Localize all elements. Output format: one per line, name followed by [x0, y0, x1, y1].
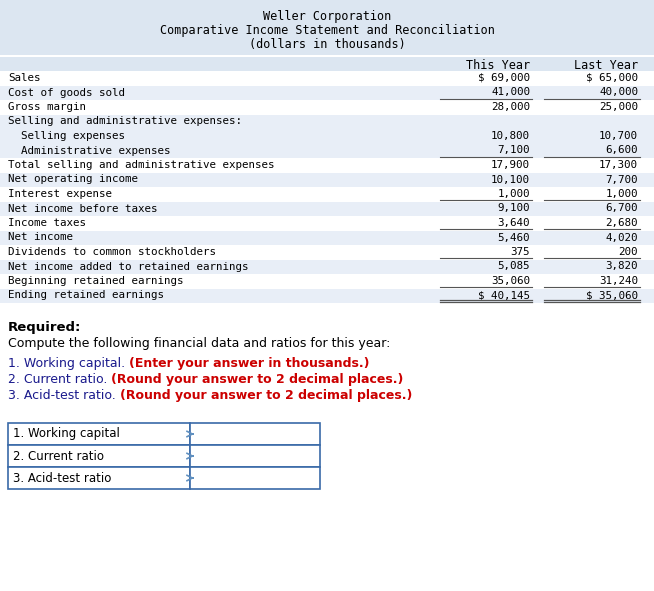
- Bar: [8, 445, 190, 467]
- Text: 5,085: 5,085: [498, 261, 530, 271]
- Bar: [0, 230, 654, 245]
- Text: Net income: Net income: [8, 232, 73, 242]
- Text: $ 35,060: $ 35,060: [586, 291, 638, 300]
- Bar: [8, 467, 190, 489]
- Text: 5,460: 5,460: [498, 232, 530, 242]
- Bar: [0, 173, 654, 187]
- Text: $ 40,145: $ 40,145: [478, 291, 530, 300]
- Text: 1,000: 1,000: [606, 189, 638, 199]
- Text: Weller Corporation: Weller Corporation: [263, 10, 391, 23]
- Bar: [190, 467, 320, 489]
- Bar: [0, 158, 654, 173]
- Text: (dollars in thousands): (dollars in thousands): [249, 38, 405, 51]
- Bar: [0, 259, 654, 274]
- Text: 2. Current ratio.: 2. Current ratio.: [8, 373, 111, 386]
- Text: 1,000: 1,000: [498, 189, 530, 199]
- Text: 1. Working capital.: 1. Working capital.: [8, 357, 129, 370]
- Text: Required:: Required:: [8, 321, 81, 334]
- Bar: [0, 245, 654, 259]
- Text: Beginning retained earnings: Beginning retained earnings: [8, 276, 184, 286]
- Bar: [190, 445, 320, 467]
- Text: Compute the following financial data and ratios for this year:: Compute the following financial data and…: [8, 337, 390, 350]
- Text: 9,100: 9,100: [498, 203, 530, 213]
- Text: 7,700: 7,700: [606, 174, 638, 184]
- Text: 17,300: 17,300: [599, 160, 638, 170]
- Text: 3. Acid-test ratio.: 3. Acid-test ratio.: [8, 389, 120, 402]
- Text: Dividends to common stockholders: Dividends to common stockholders: [8, 247, 216, 257]
- Text: 40,000: 40,000: [599, 87, 638, 98]
- Text: 10,100: 10,100: [491, 174, 530, 184]
- Text: 3,640: 3,640: [498, 218, 530, 228]
- Bar: [0, 144, 654, 158]
- Text: Net operating income: Net operating income: [8, 174, 138, 184]
- Bar: [190, 423, 320, 445]
- Text: 3. Acid-test ratio: 3. Acid-test ratio: [13, 472, 111, 485]
- Text: 28,000: 28,000: [491, 102, 530, 112]
- Text: 6,600: 6,600: [606, 145, 638, 155]
- Text: 25,000: 25,000: [599, 102, 638, 112]
- Text: 200: 200: [619, 247, 638, 257]
- Text: (Enter your answer in thousands.): (Enter your answer in thousands.): [129, 357, 370, 370]
- Text: Selling and administrative expenses:: Selling and administrative expenses:: [8, 116, 242, 126]
- Text: $ 65,000: $ 65,000: [586, 73, 638, 83]
- Bar: [0, 115, 654, 129]
- Text: 2. Current ratio: 2. Current ratio: [13, 450, 104, 463]
- Text: 3,820: 3,820: [606, 261, 638, 271]
- Text: This Year: This Year: [466, 59, 530, 72]
- Text: 35,060: 35,060: [491, 276, 530, 286]
- Bar: [8, 423, 190, 445]
- Text: Ending retained earnings: Ending retained earnings: [8, 291, 164, 300]
- Text: Interest expense: Interest expense: [8, 189, 112, 199]
- Bar: [0, 0, 654, 55]
- Text: Cost of goods sold: Cost of goods sold: [8, 87, 125, 98]
- Text: $ 69,000: $ 69,000: [478, 73, 530, 83]
- Text: Net income before taxes: Net income before taxes: [8, 203, 158, 213]
- Bar: [0, 129, 654, 144]
- Bar: [0, 216, 654, 230]
- Text: 17,900: 17,900: [491, 160, 530, 170]
- Bar: [0, 57, 654, 71]
- Text: (Round your answer to 2 decimal places.): (Round your answer to 2 decimal places.): [120, 389, 412, 402]
- Text: 31,240: 31,240: [599, 276, 638, 286]
- Text: 1. Working capital: 1. Working capital: [13, 427, 120, 440]
- Bar: [0, 288, 654, 303]
- Text: 41,000: 41,000: [491, 87, 530, 98]
- Text: Comparative Income Statement and Reconciliation: Comparative Income Statement and Reconci…: [160, 24, 494, 37]
- Bar: [0, 202, 654, 216]
- Text: 10,800: 10,800: [491, 131, 530, 141]
- Text: Total selling and administrative expenses: Total selling and administrative expense…: [8, 160, 275, 170]
- Text: Income taxes: Income taxes: [8, 218, 86, 228]
- Text: 4,020: 4,020: [606, 232, 638, 242]
- Text: Administrative expenses: Administrative expenses: [8, 145, 171, 155]
- Bar: [0, 274, 654, 288]
- Text: Selling expenses: Selling expenses: [8, 131, 125, 141]
- Text: 6,700: 6,700: [606, 203, 638, 213]
- Text: 375: 375: [511, 247, 530, 257]
- Text: Sales: Sales: [8, 73, 41, 83]
- Bar: [0, 187, 654, 202]
- Text: 10,700: 10,700: [599, 131, 638, 141]
- Text: 7,100: 7,100: [498, 145, 530, 155]
- Text: (Round your answer to 2 decimal places.): (Round your answer to 2 decimal places.): [111, 373, 404, 386]
- Text: Gross margin: Gross margin: [8, 102, 86, 112]
- Bar: [0, 100, 654, 115]
- Text: 2,680: 2,680: [606, 218, 638, 228]
- Bar: [0, 86, 654, 100]
- Text: Last Year: Last Year: [574, 59, 638, 72]
- Text: Net income added to retained earnings: Net income added to retained earnings: [8, 261, 249, 271]
- Bar: [0, 71, 654, 86]
